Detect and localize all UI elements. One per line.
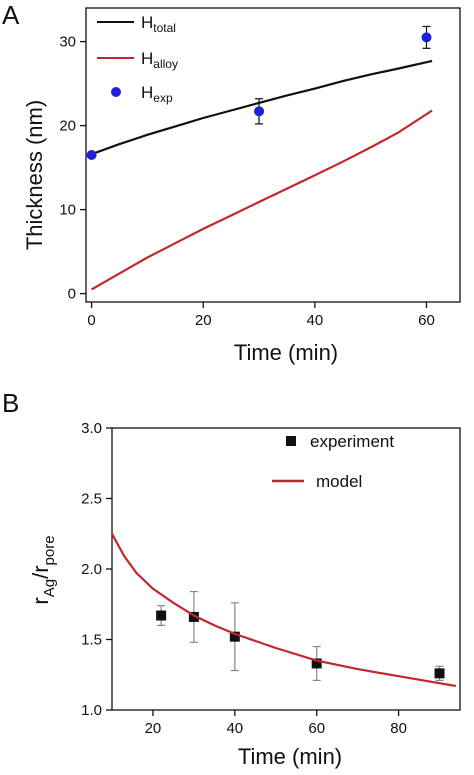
legend-a-alloy-label: Halloy [141, 49, 178, 71]
y-tick-label: 1.0 [81, 702, 102, 719]
data-point [156, 610, 167, 621]
y-tick-label: 0 [68, 286, 76, 303]
x-tick-label: 20 [145, 720, 162, 737]
legend-b-experiment-marker [286, 436, 296, 446]
data-point [86, 150, 97, 160]
legend-a-total-label: Htotal [141, 13, 176, 35]
panel-a-legend: Htotal Halloy Hexp [97, 13, 178, 105]
panel-a-y-ticks: 0 10 20 30 [59, 34, 86, 303]
panel-a-letter: A [2, 0, 20, 30]
legend-a-exp-marker [111, 87, 121, 97]
legend-b-model-label: model [316, 472, 362, 491]
data-point [434, 668, 445, 679]
y-tick-label: 20 [59, 118, 76, 135]
y-tick-label: 1.5 [81, 632, 102, 649]
series-line-1-1 [111, 533, 457, 688]
x-tick-label: 0 [87, 312, 95, 329]
x-tick-label: 40 [226, 720, 243, 737]
panel-a-plot-frame [85, 7, 461, 303]
panel-b-letter: B [2, 388, 19, 418]
panel-b: B 1.0 1.5 2.0 2.5 3.0 20 40 60 80 Time (min) rA… [2, 388, 461, 769]
data-point [421, 32, 432, 43]
data-point [311, 658, 322, 669]
panel-a-x-axis-title: Time (min) [234, 340, 338, 365]
panel-b-y-ticks: 1.0 1.5 2.0 2.5 3.0 [81, 420, 112, 719]
y-tick-label: 3.0 [81, 420, 102, 437]
x-tick-label: 80 [390, 720, 407, 737]
series-line-0-1 [91, 109, 433, 291]
y-tick-label: 2.5 [81, 491, 102, 508]
y-tick-label: 30 [59, 34, 76, 51]
x-tick-label: 60 [418, 312, 435, 329]
panel-b-x-axis-title: Time (min) [238, 744, 342, 769]
y-tick-label: 2.0 [81, 561, 102, 578]
panel-b-x-ticks: 20 40 60 80 [145, 710, 407, 737]
y-tick-label: 10 [59, 202, 76, 219]
x-tick-label: 60 [308, 720, 325, 737]
x-tick-label: 40 [307, 312, 324, 329]
panel-b-y-axis-title: rAg/rpore [28, 535, 58, 604]
panel-a-series [86, 25, 433, 291]
legend-a-exp-label: Hexp [141, 83, 173, 105]
panel-a: A 0 10 20 30 0 20 40 60 Time (min) Thickness (… [2, 0, 461, 365]
data-point [229, 631, 240, 642]
legend-b-experiment-label: experiment [310, 432, 394, 451]
data-point [254, 106, 265, 117]
panel-b-legend: experiment model [272, 432, 394, 491]
x-tick-label: 20 [195, 312, 212, 329]
panel-a-y-axis-title: Thickness (nm) [22, 100, 47, 250]
panel-b-series [111, 533, 457, 688]
panel-a-x-ticks: 0 20 40 60 [87, 302, 435, 329]
panel-b-plot-frame [111, 427, 461, 711]
data-point [188, 611, 199, 622]
